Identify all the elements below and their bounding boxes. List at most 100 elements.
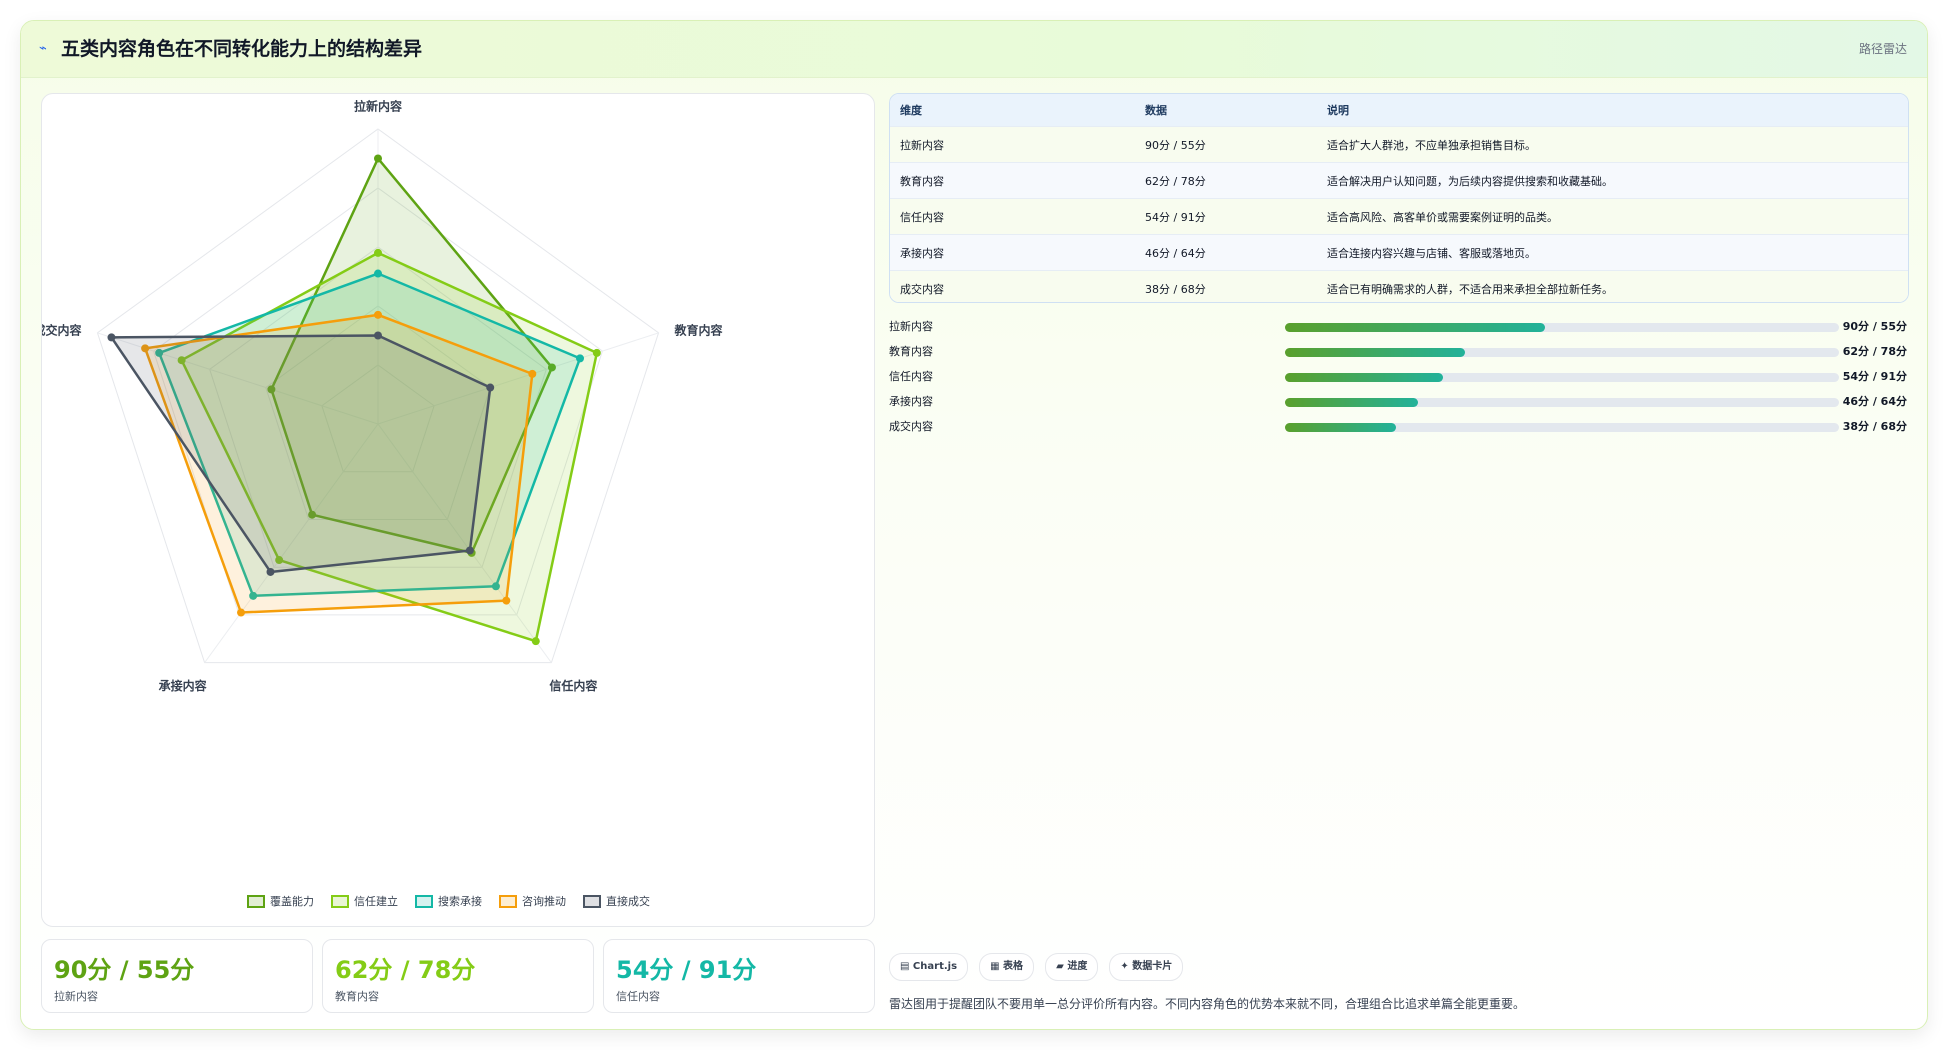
table-cell: 适合扩大人群池，不应单独承担销售目标。 [1317, 126, 1908, 163]
progress-label: 承接内容 [889, 395, 933, 408]
progress-label: 信任内容 [889, 370, 933, 383]
footnote: 雷达图用于提醒团队不要用单一总分评价所有内容。不同内容角色的优势本来就不同，合理… [889, 997, 1526, 1011]
table-cell: 54分 / 91分 [1135, 198, 1317, 235]
progress-track [1285, 348, 1839, 357]
radar-axis-line [377, 332, 659, 425]
progress-row: 拉新内容 90分 / 55分 [889, 314, 1907, 339]
legend-label: 覆盖能力 [270, 894, 314, 908]
kpi-card: 54分 / 91分 信任内容 [603, 939, 875, 1013]
column-header: 数据 [1135, 94, 1317, 127]
radar-data-point [491, 582, 500, 591]
progress-label: 成交内容 [889, 420, 933, 433]
radar-grid-ring [265, 305, 491, 520]
radar-data-point [528, 369, 537, 378]
legend-swatch [247, 895, 265, 908]
progress-list: 拉新内容 90分 / 55分 教育内容 62分 / 78分 信任内容 54分 /… [889, 314, 1907, 439]
progress-label: 拉新内容 [889, 320, 933, 333]
radar-grid-ring [209, 246, 547, 568]
pill-chartjs[interactable]: ▤ Chart.js [889, 953, 969, 981]
radar-axis-label: 成交内容 [42, 322, 81, 337]
progress-track [1285, 423, 1839, 432]
table-cell: 适合已有明确需求的人群，不适合用来承担全部拉新任务。 [1317, 270, 1908, 302]
table-cell: 教育内容 [890, 162, 1135, 199]
progress-track [1285, 373, 1839, 382]
progress-value: 46分 / 64分 [1842, 395, 1907, 408]
legend-swatch [415, 895, 433, 908]
legend-label: 咨询推动 [522, 894, 566, 908]
kpi-label: 信任内容 [616, 990, 660, 1003]
radar-data-point [267, 385, 276, 394]
radar-data-point [547, 363, 556, 372]
pill-data-card[interactable]: ✦ 数据卡片 [1109, 953, 1184, 981]
radar-data-point [531, 637, 540, 646]
table-row: 教育内容 62分 / 78分 适合解决用户认知问题，为后续内容提供搜索和收藏基础… [890, 162, 1908, 199]
radar-data-point [308, 510, 317, 519]
table-cell: 适合高风险、高客单价或需要案例证明的品类。 [1317, 198, 1908, 235]
radar-axis-line [204, 423, 379, 663]
progress-fill [1285, 398, 1418, 407]
legend-label: 搜索承接 [438, 894, 482, 908]
radar-grid-ring [152, 187, 604, 616]
header: ⌁ 五类内容角色在不同转化能力上的结构差异 路径雷达 [21, 21, 1927, 78]
legend-swatch [499, 895, 517, 908]
kpi-label: 教育内容 [335, 990, 379, 1003]
radar-data-point [107, 333, 116, 342]
progress-fill [1285, 348, 1466, 357]
radar-axis-label: 教育内容 [674, 322, 723, 337]
header-tag: 路径雷达 [1858, 42, 1907, 56]
legend-swatch [331, 895, 349, 908]
radar-grid-ring [96, 128, 660, 664]
tech-pills: ▤ Chart.js ▦ 表格 ▰ 进度 ✦ 数据卡片 [889, 953, 1189, 981]
table-cell: 46分 / 64分 [1135, 234, 1317, 271]
radar-data-point [374, 154, 382, 163]
kpi-card: 62分 / 78分 教育内容 [322, 939, 594, 1013]
radar-data-point [465, 546, 474, 555]
kpi-value: 90分 / 55分 [54, 956, 195, 984]
radar-data-point [592, 348, 601, 357]
kpi-card: 90分 / 55分 拉新内容 [41, 939, 313, 1013]
column-header: 说明 [1317, 94, 1908, 127]
progress-value: 54分 / 91分 [1842, 370, 1907, 383]
table-cell: 38分 / 68分 [1135, 270, 1317, 302]
pill-progress[interactable]: ▰ 进度 [1045, 953, 1099, 981]
data-table: 维度 数据 说明 拉新内容 90分 / 55分 适合扩大人群池，不应单独承担销售… [889, 93, 1909, 303]
dashboard-card: ⌁ 五类内容角色在不同转化能力上的结构差异 路径雷达 拉新内容 教育内容 信任内容承… [20, 20, 1928, 1030]
table-row: 成交内容 38分 / 68分 适合已有明确需求的人群，不适合用来承担全部拉新任务… [890, 270, 1908, 302]
progress-fill [1285, 373, 1443, 382]
radar-data-point [275, 556, 284, 565]
progress-value: 38分 / 68分 [1842, 420, 1907, 433]
table-cell: 拉新内容 [890, 126, 1135, 163]
legend-label: 信任建立 [354, 894, 398, 908]
radar-axis-line [377, 423, 552, 663]
radar-data-point [374, 248, 382, 257]
radar-data-point [374, 310, 382, 319]
radar-data-point [266, 567, 275, 576]
progress-track [1285, 323, 1839, 332]
legend-swatch [583, 895, 601, 908]
table-header-row: 维度 数据 说明 [890, 94, 1908, 127]
radar-data-point [576, 354, 585, 363]
radar-data-point [177, 356, 186, 365]
radar-series-area [110, 334, 492, 574]
radar-grid-ring [321, 364, 435, 473]
progress-row: 承接内容 46分 / 64分 [889, 389, 1907, 414]
progress-row: 教育内容 62分 / 78分 [889, 339, 1907, 364]
radar-data-point [374, 269, 382, 278]
pill-table[interactable]: ▦ 表格 [979, 953, 1035, 981]
table-cell: 90分 / 55分 [1135, 126, 1317, 163]
table-cell: 62分 / 78分 [1135, 162, 1317, 199]
kpi-label: 拉新内容 [54, 990, 98, 1003]
radar-data-point [249, 591, 258, 600]
progress-row: 成交内容 38分 / 68分 [889, 414, 1907, 439]
radar-series-area [180, 251, 599, 643]
progress-track [1285, 398, 1839, 407]
table-row: 承接内容 46分 / 64分 适合连接内容兴趣与店铺、客服或落地页。 [890, 234, 1908, 271]
column-header: 维度 [890, 94, 1135, 127]
page-title: 五类内容角色在不同转化能力上的结构差异 [61, 38, 423, 60]
table-cell: 承接内容 [890, 234, 1135, 271]
radar-data-point [237, 608, 246, 617]
table-cell: 信任内容 [890, 198, 1135, 235]
progress-value: 90分 / 55分 [1842, 320, 1907, 333]
